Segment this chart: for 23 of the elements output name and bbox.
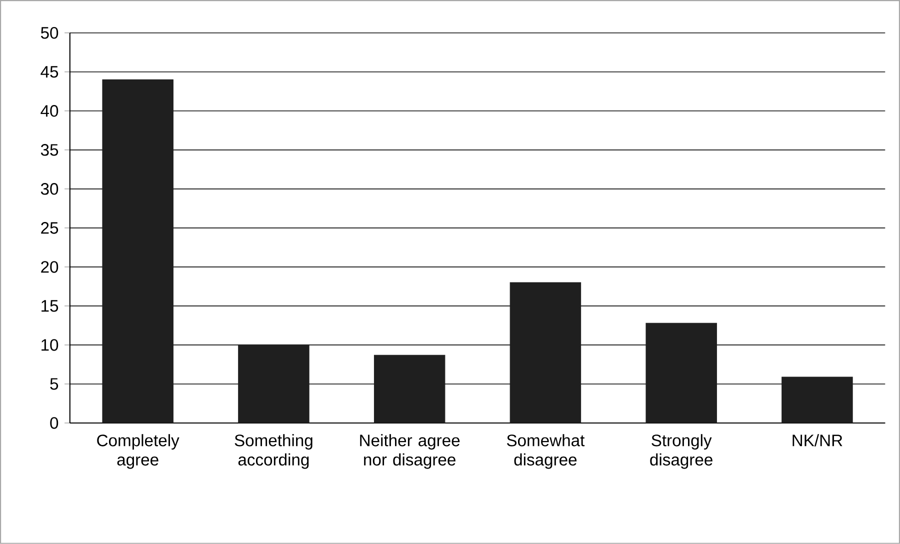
x-tick-label: Strongly disagree — [650, 434, 712, 469]
bar — [646, 322, 717, 424]
y-tick-label: 50 — [40, 27, 58, 39]
y-tick-label: 25 — [41, 222, 58, 234]
y-tick-label: 20 — [41, 261, 58, 273]
y-tick-label: 30 — [40, 183, 58, 195]
x-tick-label: Completely agree — [97, 434, 180, 469]
y-tick-label: 45 — [40, 66, 58, 78]
x-tick-label: NK/NR — [792, 434, 842, 446]
bar — [238, 344, 310, 424]
y-tick-label: 40 — [40, 105, 58, 117]
y-tick-label: 5 — [50, 378, 58, 390]
y-tick-label: 15 — [42, 300, 58, 312]
y-tick-label: 35 — [40, 144, 58, 156]
bar — [510, 282, 582, 424]
y-tick-label: 0 — [50, 417, 58, 429]
x-tick-label: Something according — [234, 434, 312, 469]
x-tick-label: Neither agree nor disagree — [360, 434, 460, 469]
bar — [374, 354, 446, 424]
bar — [102, 79, 174, 424]
y-tick-label: 10 — [42, 339, 58, 351]
bar — [782, 376, 853, 424]
x-tick-label: Somewhat disagree — [506, 434, 585, 469]
